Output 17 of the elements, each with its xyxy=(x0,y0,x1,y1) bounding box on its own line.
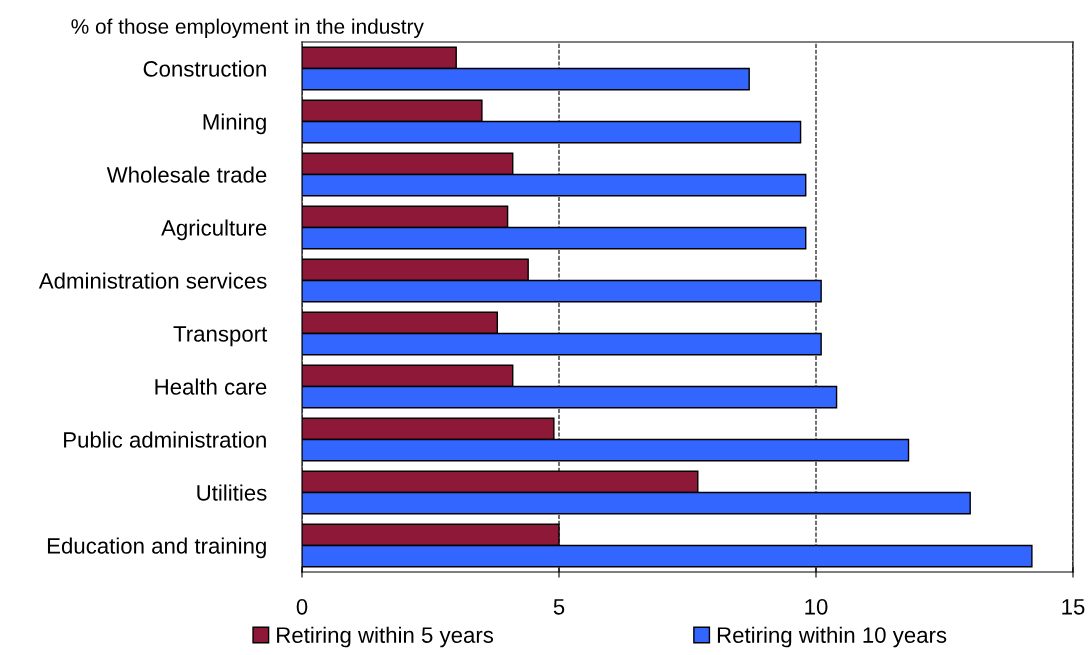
y-tick-label: Agriculture xyxy=(161,219,267,241)
x-tick-label: 15 xyxy=(1062,599,1085,615)
x-tick-label: 5 xyxy=(553,599,565,615)
chart-title: % of those employment in the industry xyxy=(71,18,424,38)
y-tick-label: Wholesale trade xyxy=(106,166,267,183)
legend-label: Retiring within 5 years xyxy=(277,626,494,648)
y-tick-label: Transport xyxy=(173,326,268,347)
y-tick-label: Utilities xyxy=(197,484,267,501)
y-tick-label: Construction xyxy=(143,60,266,77)
x-tick-label: 0 xyxy=(296,598,308,615)
legend-label: Retiring within 10 years xyxy=(717,626,947,648)
y-tick-label: Health care xyxy=(155,378,267,395)
x-tick-label: 10 xyxy=(805,598,828,615)
y-tick-label: Mining xyxy=(203,113,266,135)
y-tick-label: Administration services xyxy=(38,272,267,289)
y-tick-label: Public administration xyxy=(64,431,266,448)
y-tick-label: Education and training xyxy=(47,537,266,559)
